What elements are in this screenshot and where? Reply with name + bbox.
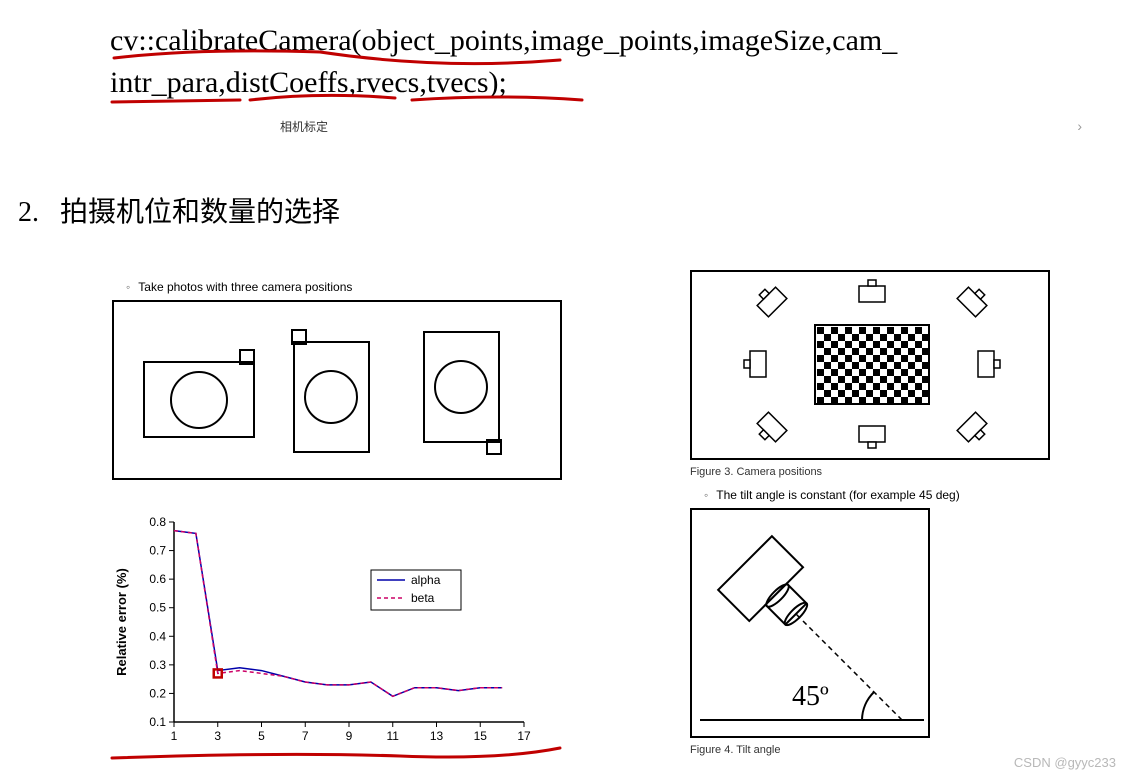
figure-4-label: The tilt angle is constant (for example … — [704, 488, 960, 502]
svg-text:17: 17 — [517, 729, 531, 743]
svg-text:0.5: 0.5 — [149, 601, 166, 615]
svg-text:beta: beta — [411, 591, 435, 605]
section-title: 2. 拍摄机位和数量的选择 — [18, 190, 340, 230]
camera-positions-label: Take photos with three camera positions — [126, 280, 562, 294]
code-line-2: intr_para,distCoeffs,rvecs,tvecs); — [110, 62, 897, 104]
code-snippet: cv::calibrateCamera(object_points,image_… — [110, 20, 897, 104]
figure-4-caption: Figure 4. Tilt angle — [690, 744, 960, 756]
sub-caption: 相机标定 — [280, 118, 328, 135]
svg-text:0.3: 0.3 — [149, 658, 166, 672]
svg-text:alpha: alpha — [411, 573, 441, 587]
svg-text:11: 11 — [387, 729, 400, 743]
svg-text:0.6: 0.6 — [149, 572, 166, 586]
svg-text:0.1: 0.1 — [149, 715, 166, 729]
svg-text:0.8: 0.8 — [149, 515, 166, 529]
chart-svg: 13579111315170.10.20.30.40.50.60.70.8Rel… — [112, 502, 542, 752]
svg-text:0.4: 0.4 — [149, 629, 166, 643]
svg-text:0.2: 0.2 — [149, 686, 166, 700]
camera-positions-diagram: Take photos with three camera positions — [112, 280, 562, 480]
section-number: 2. — [18, 197, 39, 228]
svg-text:Relative error (%): Relative error (%) — [114, 568, 129, 676]
three-cameras-svg — [114, 302, 564, 482]
code-line-1: cv::calibrateCamera(object_points,image_… — [110, 24, 897, 57]
figure-3-caption: Figure 3. Camera positions — [690, 466, 1050, 478]
svg-text:5: 5 — [258, 729, 265, 743]
figure-4-box: 45º — [690, 508, 930, 738]
chevron-icon: › — [1077, 118, 1082, 134]
svg-text:7: 7 — [302, 729, 309, 743]
svg-text:0.7: 0.7 — [149, 544, 166, 558]
svg-text:15: 15 — [474, 729, 488, 743]
figure-3-svg — [692, 272, 1052, 462]
svg-text:9: 9 — [346, 729, 353, 743]
error-chart: 13579111315170.10.20.30.40.50.60.70.8Rel… — [112, 502, 542, 757]
svg-text:45º: 45º — [792, 681, 829, 712]
figure-3-box — [690, 270, 1050, 460]
camera-positions-box — [112, 300, 562, 480]
svg-text:1: 1 — [171, 729, 178, 743]
figure-4: The tilt angle is constant (for example … — [690, 488, 960, 756]
svg-text:3: 3 — [214, 729, 221, 743]
section-text: 拍摄机位和数量的选择 — [60, 197, 340, 228]
watermark: CSDN @gyyc233 — [1014, 755, 1116, 770]
figure-3: Figure 3. Camera positions — [690, 270, 1050, 478]
svg-text:13: 13 — [430, 729, 444, 743]
figure-4-svg: 45º — [692, 510, 932, 740]
